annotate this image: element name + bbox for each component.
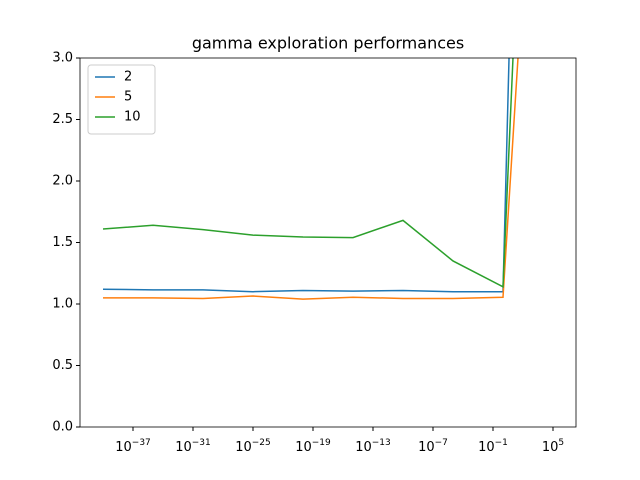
series-line bbox=[103, 58, 519, 300]
series-line bbox=[102, 58, 510, 293]
x-tick-label: 10−19 bbox=[295, 438, 331, 455]
legend-label: 5 bbox=[124, 90, 132, 105]
x-tick-label: 10−1 bbox=[478, 438, 508, 455]
x-tick-label: 10−37 bbox=[115, 438, 151, 455]
y-tick-label: 2.5 bbox=[52, 112, 73, 127]
y-tick-label: 0.0 bbox=[52, 420, 73, 435]
y-tick-label: 1.5 bbox=[52, 235, 73, 250]
y-tick-label: 1.0 bbox=[52, 297, 73, 312]
chart-title: gamma exploration performances bbox=[192, 34, 464, 53]
plot-area bbox=[102, 58, 519, 300]
x-tick-label: 10−31 bbox=[175, 438, 211, 455]
x-tick-label: 10−13 bbox=[355, 438, 391, 455]
x-tick-label: 105 bbox=[542, 438, 564, 455]
legend-box bbox=[87, 64, 156, 135]
x-tick-label: 10−7 bbox=[418, 438, 448, 455]
legend-label: 2 bbox=[124, 70, 132, 85]
legend-label: 10 bbox=[124, 110, 141, 125]
y-tick-label: 2.0 bbox=[52, 174, 73, 189]
series-line bbox=[102, 58, 514, 288]
y-tick-label: 3.0 bbox=[52, 51, 73, 66]
y-tick-label: 0.5 bbox=[52, 358, 73, 373]
x-tick-label: 10−25 bbox=[235, 438, 271, 455]
